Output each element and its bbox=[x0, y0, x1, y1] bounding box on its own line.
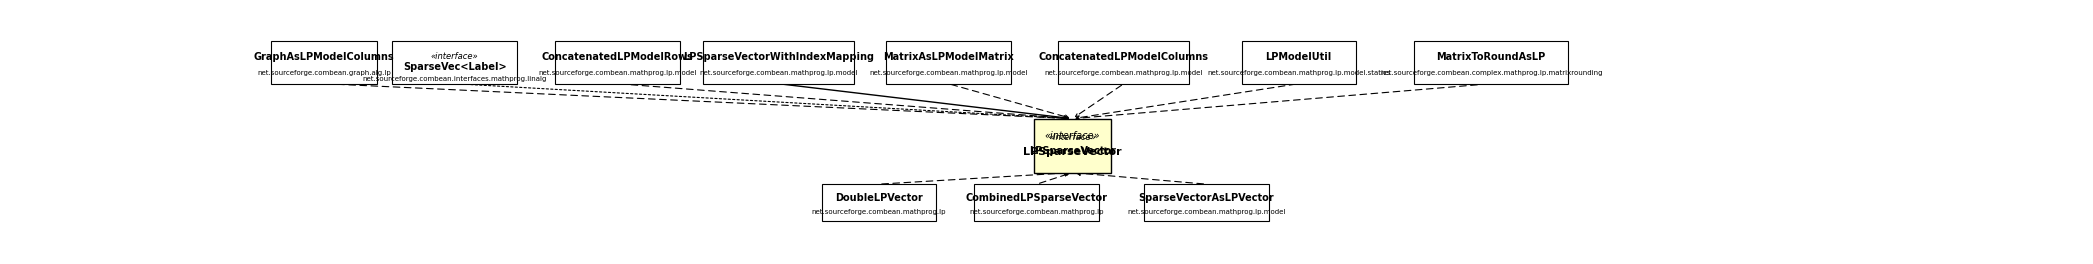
FancyBboxPatch shape bbox=[885, 41, 1011, 84]
FancyBboxPatch shape bbox=[1241, 41, 1356, 84]
FancyBboxPatch shape bbox=[555, 41, 680, 84]
Text: MatrixToRoundAsLP: MatrixToRoundAsLP bbox=[1436, 52, 1547, 62]
Text: net.sourceforge.combean.graph.alg.lp: net.sourceforge.combean.graph.alg.lp bbox=[257, 70, 391, 76]
FancyBboxPatch shape bbox=[1034, 119, 1111, 173]
FancyBboxPatch shape bbox=[703, 41, 854, 84]
Text: MatrixAsLPModelMatrix: MatrixAsLPModelMatrix bbox=[883, 52, 1013, 62]
Text: net.sourceforge.combean.mathprog.lp.model: net.sourceforge.combean.mathprog.lp.mode… bbox=[699, 70, 858, 76]
Text: net.sourceforge.combean.complex.mathprog.lp.matrixrounding: net.sourceforge.combean.complex.mathprog… bbox=[1379, 70, 1603, 76]
Text: «interface»: «interface» bbox=[431, 52, 479, 61]
Text: net.sourceforge.combean.mathprog.lp: net.sourceforge.combean.mathprog.lp bbox=[812, 209, 946, 215]
Text: «interface»: «interface» bbox=[1049, 133, 1097, 142]
Text: ConcatenatedLPModelColumns: ConcatenatedLPModelColumns bbox=[1038, 52, 1210, 62]
Text: LPSparseVector: LPSparseVector bbox=[1030, 146, 1116, 156]
FancyBboxPatch shape bbox=[1059, 41, 1189, 84]
FancyBboxPatch shape bbox=[270, 41, 377, 84]
Text: net.sourceforge.combean.mathprog.lp.model: net.sourceforge.combean.mathprog.lp.mode… bbox=[869, 70, 1028, 76]
Text: LPModelUtil: LPModelUtil bbox=[1266, 52, 1331, 62]
Text: SparseVectorAsLPVector: SparseVectorAsLPVector bbox=[1139, 193, 1275, 203]
Text: GraphAsLPModelColumns: GraphAsLPModelColumns bbox=[253, 52, 393, 62]
FancyBboxPatch shape bbox=[1415, 41, 1568, 84]
FancyBboxPatch shape bbox=[823, 184, 936, 221]
Text: LPSparseVector: LPSparseVector bbox=[1023, 147, 1122, 157]
Text: net.sourceforge.combean.mathprog.lp.model: net.sourceforge.combean.mathprog.lp.mode… bbox=[1044, 70, 1203, 76]
Text: net.sourceforge.combean.interfaces.mathprog.linalg: net.sourceforge.combean.interfaces.mathp… bbox=[362, 76, 546, 82]
Text: net.sourceforge.combean.mathprog.lp.model: net.sourceforge.combean.mathprog.lp.mode… bbox=[1126, 209, 1285, 215]
Text: net.sourceforge.combean.mathprog.lp: net.sourceforge.combean.mathprog.lp bbox=[969, 209, 1105, 215]
FancyBboxPatch shape bbox=[391, 41, 517, 84]
FancyBboxPatch shape bbox=[975, 184, 1099, 221]
Text: net.sourceforge.combean.mathprog.lp.model: net.sourceforge.combean.mathprog.lp.mode… bbox=[538, 70, 697, 76]
Text: SparseVec<Label>: SparseVec<Label> bbox=[404, 62, 507, 72]
Text: ConcatenatedLPModelRows: ConcatenatedLPModelRows bbox=[542, 52, 693, 62]
Text: DoubleLPVector: DoubleLPVector bbox=[835, 193, 923, 203]
Text: net.sourceforge.combean.mathprog.lp.model.statics: net.sourceforge.combean.mathprog.lp.mode… bbox=[1208, 70, 1390, 76]
Text: «interface»: «interface» bbox=[1044, 131, 1101, 141]
Text: CombinedLPSparseVector: CombinedLPSparseVector bbox=[965, 193, 1107, 203]
Text: LPSparseVectorWithIndexMapping: LPSparseVectorWithIndexMapping bbox=[682, 52, 873, 62]
FancyBboxPatch shape bbox=[1145, 184, 1268, 221]
